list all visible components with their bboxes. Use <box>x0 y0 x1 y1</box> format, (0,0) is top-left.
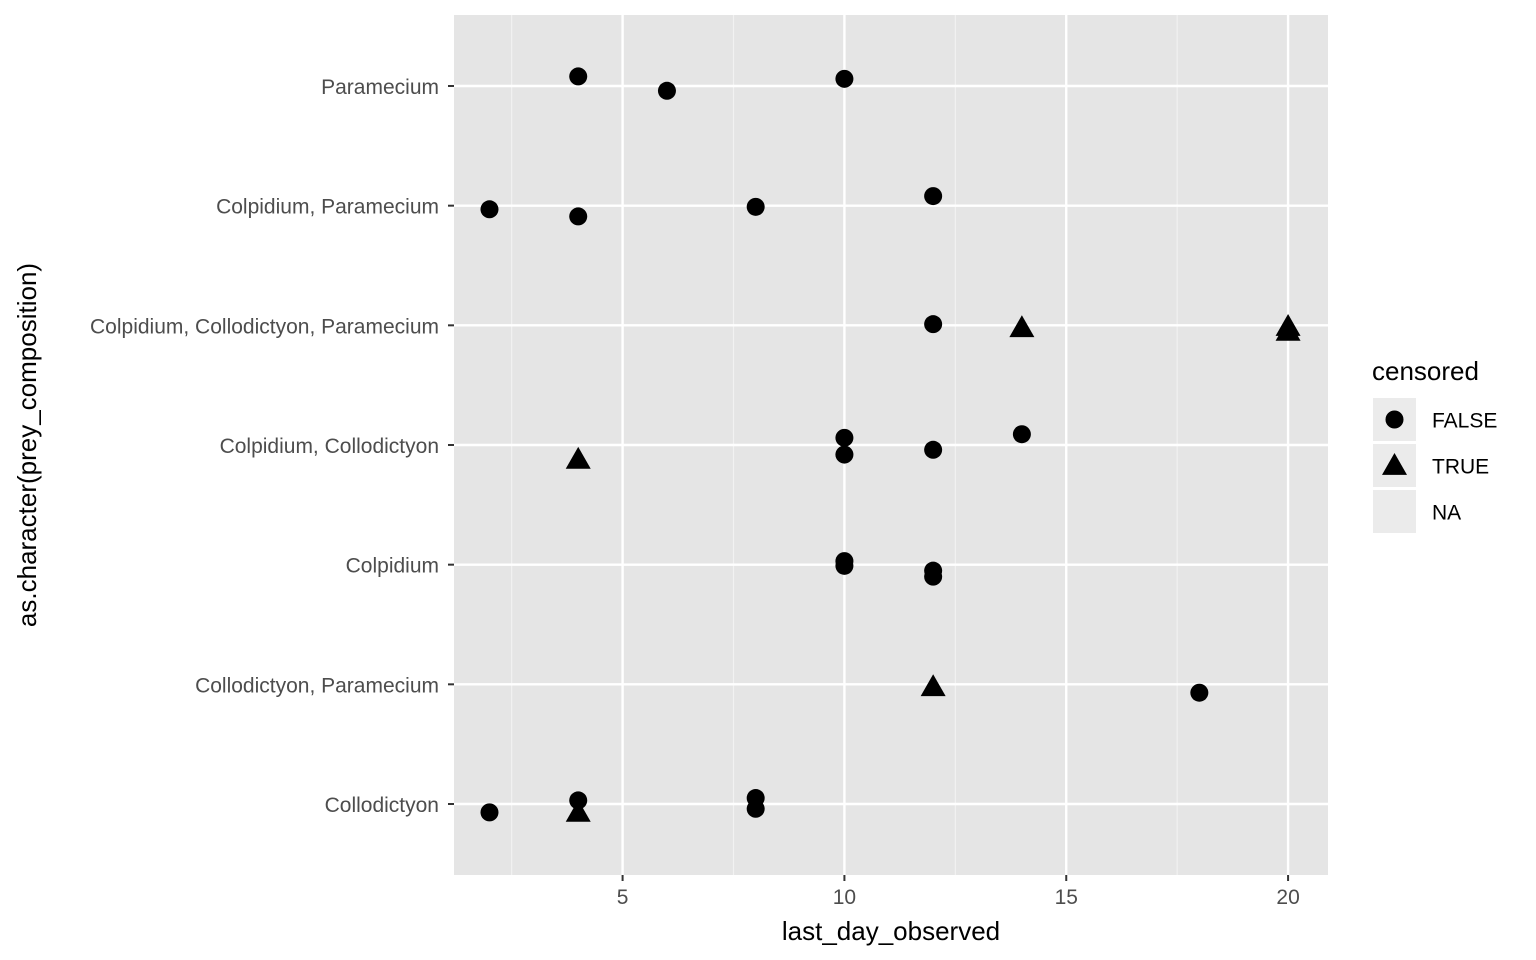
data-point-triangle <box>1009 315 1035 338</box>
legend-title: censored <box>1372 356 1479 386</box>
y-tick-label: Collodictyon <box>325 794 439 817</box>
x-tick-label: 10 <box>833 886 856 909</box>
data-point-triangle <box>920 674 946 697</box>
data-point-circle <box>746 789 765 808</box>
data-point-circle <box>835 445 854 464</box>
data-point-circle <box>924 440 943 459</box>
x-tick-label: 20 <box>1276 886 1299 909</box>
legend-triangle-symbol <box>1382 453 1407 475</box>
data-point-circle <box>1190 683 1209 702</box>
data-point-circle <box>924 315 943 334</box>
data-point-circle <box>835 552 854 571</box>
legend: censored FALSE TRUE NA <box>1372 356 1497 533</box>
y-axis: Collodictyon Collodictyon, Paramecium Colp… <box>90 76 454 817</box>
data-point-circle <box>1012 425 1031 444</box>
data-point-circle <box>924 187 943 206</box>
x-axis: 5 10 15 20 <box>617 875 1300 909</box>
data-point-circle <box>569 67 588 86</box>
data-point-circle <box>746 197 765 216</box>
y-axis-title: as.character(prey_composition) <box>12 263 42 627</box>
data-points <box>480 67 1301 822</box>
y-tick-label: Paramecium <box>321 76 439 99</box>
data-point-circle <box>569 207 588 226</box>
data-point-circle <box>480 200 499 219</box>
data-point-triangle <box>565 799 591 822</box>
x-tick-label: 15 <box>1055 886 1078 909</box>
legend-label: TRUE <box>1432 456 1489 479</box>
data-point-circle <box>835 428 854 447</box>
data-point-circle <box>480 803 499 822</box>
legend-circle-symbol <box>1385 410 1404 429</box>
data-point-circle <box>569 791 588 810</box>
x-axis-title: last_day_observed <box>782 916 1000 946</box>
data-point-triangle <box>565 446 591 469</box>
data-point-circle <box>835 69 854 88</box>
data-point-circle <box>657 81 676 100</box>
legend-label: FALSE <box>1432 410 1497 433</box>
y-tick-label: Collodictyon, Paramecium <box>195 674 439 697</box>
y-tick-label: Colpidium, Paramecium <box>216 196 439 219</box>
x-tick-label: 5 <box>617 886 629 909</box>
data-point-triangle <box>1275 314 1301 336</box>
y-tick-label: Colpidium <box>346 555 439 578</box>
legend-label: NA <box>1432 502 1461 525</box>
y-tick-label: Colpidium, Collodictyon <box>220 435 439 458</box>
major-grid <box>454 15 1328 875</box>
data-point-circle <box>924 561 943 580</box>
y-tick-label: Colpidium, Collodictyon, Paramecium <box>90 315 439 338</box>
legend-key <box>1373 490 1416 533</box>
